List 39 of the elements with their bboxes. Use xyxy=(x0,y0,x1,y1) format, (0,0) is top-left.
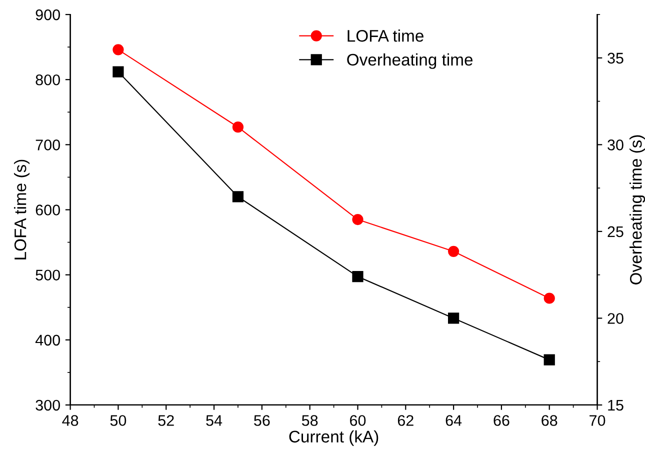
y2-tick-label: 20 xyxy=(608,313,624,324)
x-tick-label: 60 xyxy=(350,415,366,426)
y-tick-label: 700 xyxy=(36,140,60,150)
x-tick-label: 62 xyxy=(398,415,414,426)
point xyxy=(112,66,124,78)
point xyxy=(544,354,555,366)
x-tick-label: 66 xyxy=(494,415,510,426)
x-tick-label: 54 xyxy=(206,415,222,426)
y-tick-label: 900 xyxy=(36,9,60,20)
point xyxy=(232,122,244,133)
y2-tick-label: 35 xyxy=(608,52,624,64)
x-tick-label: 48 xyxy=(62,415,78,426)
y-tick-label: 300 xyxy=(36,400,60,411)
y-tick-label: 500 xyxy=(36,270,60,281)
legend-label: Overheating time xyxy=(347,53,473,69)
y-tick-label: 600 xyxy=(36,204,60,216)
x-tick-label: 58 xyxy=(302,415,318,426)
y2-axis-title: Overheating time (s) xyxy=(630,135,645,284)
x-tick-label: 56 xyxy=(254,415,270,426)
point xyxy=(352,271,364,282)
y2-tick-label: 25 xyxy=(608,226,624,238)
point xyxy=(448,246,460,257)
point xyxy=(352,214,364,226)
y-tick-label: 400 xyxy=(35,334,60,346)
x-tick-label: 52 xyxy=(158,415,174,426)
point xyxy=(544,292,555,304)
y2-tick-label: 15 xyxy=(608,400,624,411)
x-axis-title: Current (kA) xyxy=(289,430,378,446)
y-axis-title: LOFA time (s) xyxy=(14,160,30,260)
y-tick-label: 800 xyxy=(36,74,60,86)
x-tick-label: 70 xyxy=(590,415,606,426)
x-tick-label: 50 xyxy=(110,415,126,426)
x-tick-label: 64 xyxy=(446,415,462,426)
point xyxy=(448,312,460,324)
legend-label: LOFA time xyxy=(348,30,424,42)
x-tick-label: 68 xyxy=(542,415,558,426)
y2-tick-label: 30 xyxy=(608,140,624,150)
point xyxy=(112,44,124,56)
point xyxy=(232,191,244,202)
